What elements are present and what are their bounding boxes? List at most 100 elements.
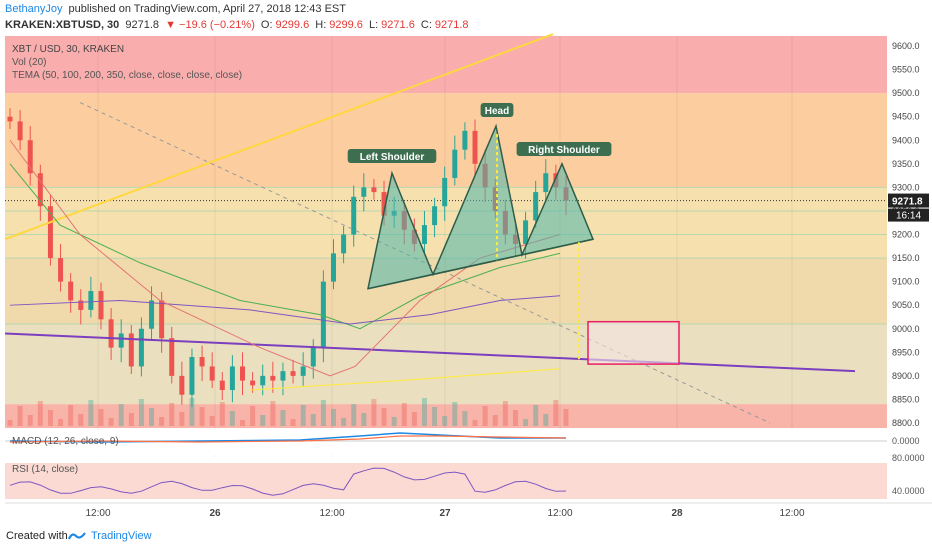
footer-brand[interactable]: TradingView	[91, 530, 152, 542]
candle-body	[179, 375, 185, 395]
volume-bar	[229, 411, 235, 426]
candle-body	[17, 121, 23, 141]
left-shoulder-label-bg	[347, 149, 437, 163]
volume-bar	[523, 419, 529, 426]
macd-lines	[5, 432, 887, 443]
candle-body	[533, 192, 539, 221]
candle-body	[310, 347, 316, 367]
volume-bar	[421, 398, 427, 426]
chart-header: BethanyJoy published on TradingView.com,…	[0, 0, 932, 36]
time-tick: 28	[671, 508, 683, 519]
countdown-text: 16:14	[896, 211, 921, 222]
price-tick: 8850.0	[892, 394, 920, 404]
zone-top-red	[5, 36, 887, 94]
candle-body	[189, 357, 195, 395]
rsi-tick-80: 80.0000	[892, 453, 925, 463]
pattern-shape	[367, 123, 595, 290]
price-zones	[5, 36, 887, 428]
price-change: ▼ −19.6 (−0.21%)	[165, 19, 255, 31]
legend-tema[interactable]: TEMA (50, 100, 200, 350, close, close, c…	[12, 70, 242, 81]
dashed-trendline	[79, 102, 771, 424]
volume-bar	[17, 406, 23, 426]
candle-body	[290, 371, 296, 376]
volume-bar	[502, 401, 508, 426]
candle-body	[351, 196, 357, 235]
volume-bar	[47, 410, 53, 426]
macd-tick: 0.0000	[892, 436, 920, 446]
volume-bar	[108, 418, 114, 426]
publish-line: BethanyJoy published on TradingView.com,…	[5, 3, 349, 15]
volume-bar	[270, 401, 276, 426]
price-tick: 9400.0	[892, 135, 920, 145]
candle-body	[442, 177, 448, 207]
low-label: L:	[368, 19, 379, 31]
volume-bar	[88, 400, 94, 426]
close-label: C:	[420, 19, 432, 31]
candle-body	[280, 371, 286, 381]
candle-body	[7, 116, 13, 122]
volume-bars	[7, 398, 569, 426]
time-tick: 26	[209, 508, 221, 519]
candle-body	[229, 366, 235, 391]
candle-body	[68, 281, 74, 301]
price-tick: 9600.0	[892, 41, 920, 51]
rsi-line	[9, 467, 567, 496]
candle-body	[138, 328, 144, 367]
volume-bar	[179, 412, 185, 426]
candle-body	[118, 333, 124, 348]
zone-orange	[5, 93, 887, 188]
countdown-tag	[888, 208, 929, 222]
legend-vol[interactable]: Vol (20)	[12, 57, 46, 68]
macd-pane	[5, 430, 887, 455]
volume-bar	[169, 403, 175, 426]
time-tick: 12:00	[85, 508, 110, 519]
volume-bar	[361, 413, 367, 426]
tema-purple	[9, 295, 561, 325]
head-label-bg	[480, 103, 514, 117]
candle-body	[219, 380, 225, 391]
volume-bar	[58, 419, 64, 426]
overlays	[4, 33, 856, 424]
candle-body	[421, 225, 427, 244]
time-tick: 12:00	[547, 508, 572, 519]
rsi-label[interactable]: RSI (14, close)	[12, 464, 78, 475]
candle-body	[58, 258, 64, 282]
open-value: 9299.6	[275, 19, 310, 31]
footer-created-with: Created with	[6, 530, 68, 542]
volume-bar	[78, 414, 84, 426]
volume-bar	[442, 416, 448, 426]
volume-bar	[240, 420, 246, 426]
candle-body	[371, 187, 377, 193]
macd-label[interactable]: MACD (12, 26, close, 9)	[12, 436, 119, 447]
volume-bar	[381, 408, 387, 426]
volume-bar	[149, 408, 155, 426]
volume-bar	[330, 409, 336, 426]
candle-body	[27, 140, 33, 174]
time-tick: 27	[439, 508, 451, 519]
candle-body	[98, 291, 104, 320]
axis-bg	[887, 36, 932, 428]
candle-body	[523, 220, 529, 244]
volume-bar	[189, 398, 195, 426]
price-tick: 9100.0	[892, 277, 920, 287]
volume-bar	[371, 399, 377, 426]
last-price: 9271.8	[125, 19, 160, 31]
price-tick: 8800.0	[892, 418, 920, 428]
author-link[interactable]: BethanyJoy	[5, 3, 63, 15]
volume-bar	[27, 415, 33, 426]
volume-bar	[482, 406, 488, 426]
volume-bar	[533, 405, 539, 426]
price-tick: 8900.0	[892, 371, 920, 381]
price-axis: 9600.0 9550.0 9500.0 9450.0 9400.0 9350.0 9300…	[887, 36, 932, 428]
volume-bar	[260, 415, 266, 426]
candlesticks	[7, 108, 569, 407]
volume-bar	[462, 411, 468, 426]
last-price-tag-text: 9271.8	[892, 197, 923, 208]
published-text: published on TradingView.com, April 27, …	[68, 3, 346, 15]
ohlc-line: KRAKEN:XBTUSD, 30 9271.8 ▼ −19.6 (−0.21%…	[5, 19, 472, 31]
volume-bar	[280, 410, 286, 426]
volume-bar	[543, 414, 549, 426]
volume-bar	[37, 401, 43, 426]
volume-bar	[300, 405, 306, 426]
